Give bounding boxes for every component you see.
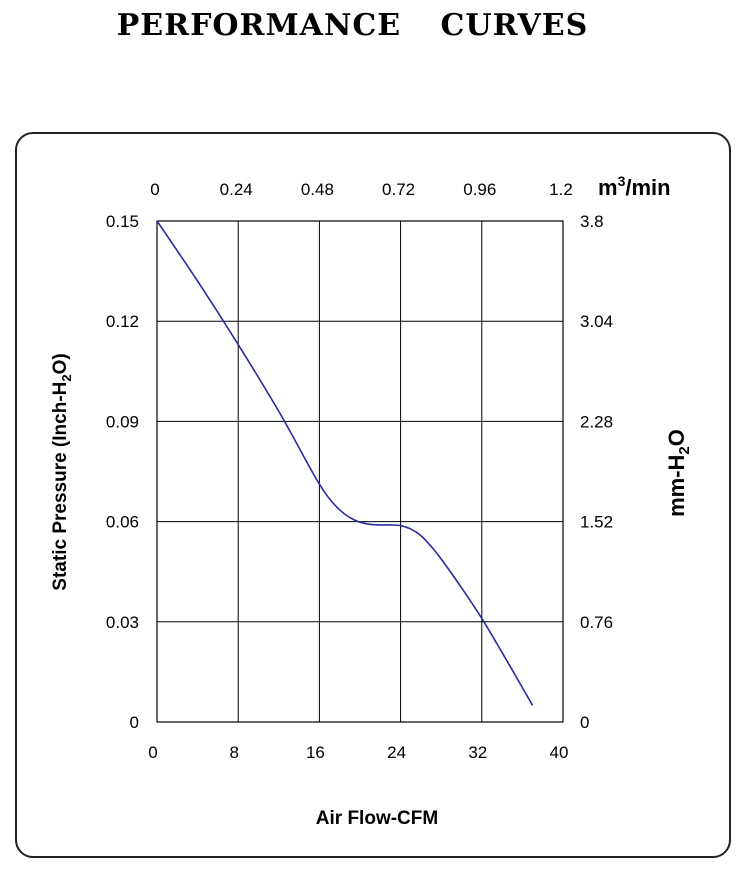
y-tick-label: 0 [130, 713, 139, 732]
y-tick-label: 0.15 [106, 212, 139, 231]
x-axis-title: Air Flow-CFM [316, 808, 438, 829]
plot-border [156, 220, 564, 723]
x-tick-label: 32 [468, 743, 487, 762]
x2-tick-label: 0.24 [220, 180, 253, 199]
x2-tick-label: 0.72 [382, 180, 415, 199]
tick-labels: 0 8 16 24 32 40 0 0.24 0.48 0.72 0.96 1.2 0 0.03 0.06 0… [106, 180, 613, 762]
x-tick-label: 0 [148, 743, 157, 762]
y-axis-title: Static Pressure (Inch-H2O) [50, 353, 74, 590]
x-tick-label: 24 [387, 743, 406, 762]
right-axis-unit: mm-H2O [664, 429, 693, 517]
x2-tick-label: 0 [150, 180, 159, 199]
top-axis-unit: m3/min [598, 173, 671, 200]
x2-tick-label: 0.96 [463, 180, 496, 199]
y2-tick-label: 3.04 [580, 312, 613, 331]
y2-tick-label: 3.8 [580, 212, 604, 231]
x2-tick-label: 1.2 [549, 180, 573, 199]
performance-curve [156, 220, 534, 706]
page-title: PERFORMANCE CURVES [116, 8, 589, 43]
curve-layer [156, 220, 534, 706]
y2-tick-label: 0.76 [580, 613, 613, 632]
y-tick-label: 0.09 [106, 412, 139, 431]
grid [156, 220, 564, 723]
y-tick-label: 0.03 [106, 613, 139, 632]
y2-tick-label: 1.52 [580, 513, 613, 532]
x-tick-label: 16 [306, 743, 325, 762]
y2-tick-label: 2.28 [580, 412, 613, 431]
x-tick-label: 40 [550, 743, 569, 762]
x2-tick-label: 0.48 [301, 180, 334, 199]
x-tick-label: 8 [229, 743, 238, 762]
y-tick-label: 0.12 [106, 312, 139, 331]
chart-frame [15, 132, 731, 858]
y-tick-label: 0.06 [106, 513, 139, 532]
y2-tick-label: 0 [580, 713, 589, 732]
